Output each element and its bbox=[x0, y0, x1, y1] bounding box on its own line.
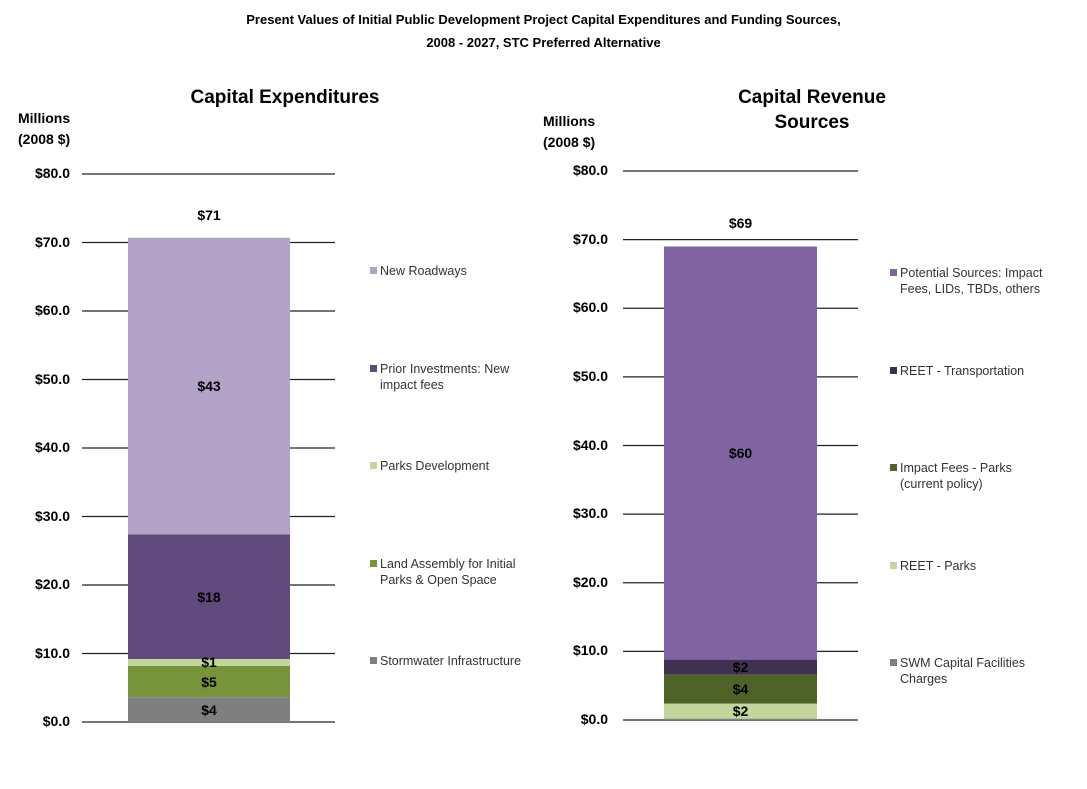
y-tick-label: $40.0 bbox=[34, 439, 70, 455]
bar-segment bbox=[128, 658, 290, 666]
legend-label: REET - Transportation bbox=[900, 363, 1025, 378]
y-tick-label: $0.0 bbox=[42, 713, 70, 729]
legend-label: REET - Parks bbox=[900, 558, 977, 573]
y-tick-label: $20.0 bbox=[34, 576, 70, 592]
main-title: Present Values of Initial Public Develop… bbox=[246, 12, 841, 27]
legend-item: Parks Development bbox=[370, 458, 530, 474]
legend-item: New Roadways bbox=[370, 263, 530, 279]
legend-label: Stormwater Infrastructure bbox=[380, 654, 522, 668]
bar-segment bbox=[664, 246, 817, 660]
legend-item: Land Assembly for Initial Parks & Open S… bbox=[370, 556, 530, 588]
y-tick-label: $60.0 bbox=[34, 302, 70, 318]
bar-segment bbox=[128, 534, 290, 659]
y-tick-label: $70.0 bbox=[34, 233, 70, 250]
y-tick-label: $20.0 bbox=[572, 573, 608, 590]
legend-label: Potential Sources: Impact Fees, LIDs, TB… bbox=[900, 266, 1043, 296]
total-label: $71 bbox=[197, 206, 221, 223]
legend-swatch bbox=[890, 269, 897, 276]
bar-segment bbox=[128, 237, 290, 535]
value-label: $4 bbox=[201, 701, 217, 718]
y-tick-label: $40.0 bbox=[572, 436, 608, 453]
legend-swatch bbox=[370, 364, 377, 372]
legend-item: REET - Transportation bbox=[890, 363, 1050, 379]
legend-label: New Roadways bbox=[380, 264, 467, 278]
value-label: $2 bbox=[732, 703, 749, 720]
legend-swatch bbox=[890, 561, 897, 569]
y-tick-label: $80.0 bbox=[34, 165, 70, 181]
chart-title: Capital Revenue Sources bbox=[738, 87, 886, 133]
total-label: $69 bbox=[728, 215, 753, 232]
legend-label: Prior Investments: New impact fees bbox=[380, 361, 510, 392]
y-axis-label: Millions (2008 $) bbox=[543, 113, 596, 150]
y-tick-label: $0.0 bbox=[580, 711, 608, 727]
main-title: 2008 - 2027, STC Preferred Alternative bbox=[426, 35, 661, 50]
legend-label: Parks Development bbox=[380, 459, 490, 473]
legend-swatch bbox=[890, 464, 897, 471]
legend-swatch bbox=[370, 657, 377, 664]
y-axis-label: Millions (2008 $) bbox=[18, 110, 71, 147]
legend-item: Potential Sources: Impact Fees, LIDs, TB… bbox=[890, 265, 1050, 297]
chart-title: Capital Expenditures bbox=[190, 87, 380, 108]
value-label: $43 bbox=[197, 378, 221, 394]
legend-item: Stormwater Infrastructure bbox=[370, 653, 530, 669]
value-label: $2 bbox=[732, 659, 749, 676]
legend-swatch bbox=[370, 462, 377, 469]
legend-item: Impact Fees - Parks (current policy) bbox=[890, 460, 1050, 492]
y-tick-label: $30.0 bbox=[572, 505, 608, 522]
y-tick-label: $80.0 bbox=[572, 162, 608, 178]
y-tick-label: $70.0 bbox=[572, 230, 608, 247]
value-label: $1 bbox=[201, 654, 217, 671]
legend-label: Impact Fees - Parks (current policy) bbox=[900, 461, 1012, 491]
y-tick-label: $10.0 bbox=[572, 642, 608, 659]
legend-swatch bbox=[890, 659, 897, 666]
legend-label: Land Assembly for Initial Parks & Open S… bbox=[380, 556, 516, 587]
bar-segment bbox=[664, 718, 817, 720]
y-tick-label: $50.0 bbox=[34, 370, 70, 387]
legend-swatch bbox=[370, 559, 377, 567]
value-label: $60 bbox=[728, 445, 753, 462]
value-label: $5 bbox=[201, 673, 217, 690]
bar-segment bbox=[664, 659, 817, 675]
bar-segment bbox=[128, 665, 290, 698]
bar-segment bbox=[664, 703, 817, 719]
value-label: $4 bbox=[732, 681, 749, 698]
value-label: $18 bbox=[197, 588, 221, 605]
y-tick-label: $30.0 bbox=[34, 507, 70, 524]
legend-swatch bbox=[370, 267, 377, 274]
y-tick-label: $50.0 bbox=[572, 367, 608, 384]
legend-item: Prior Investments: New impact fees bbox=[370, 361, 530, 393]
legend-label: SWM Capital Facilities Charges bbox=[900, 656, 1026, 686]
legend-item: SWM Capital Facilities Charges bbox=[890, 655, 1050, 687]
legend-item: REET - Parks bbox=[890, 558, 1050, 574]
legend-swatch bbox=[890, 366, 897, 374]
bar-segment bbox=[664, 674, 817, 704]
bar-segment bbox=[128, 697, 290, 722]
y-tick-label: $10.0 bbox=[34, 644, 70, 661]
y-tick-label: $60.0 bbox=[572, 299, 608, 316]
